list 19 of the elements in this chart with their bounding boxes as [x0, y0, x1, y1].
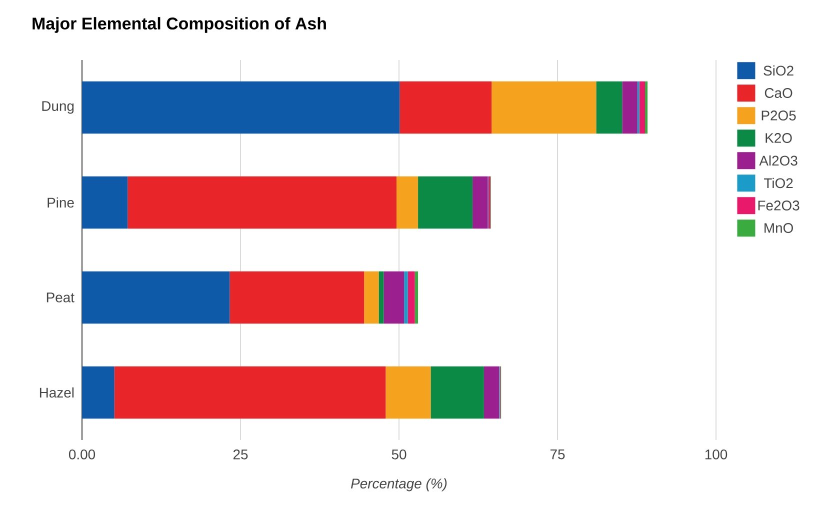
- x-tick-label: 25: [233, 450, 248, 460]
- y-tick-label: Peat: [46, 292, 74, 302]
- y-tick-label: Pine: [48, 197, 74, 208]
- x-tick-label: 50: [392, 450, 406, 460]
- x-tick-label: 0.00: [68, 450, 96, 460]
- legend-label: Fe2O3: [758, 200, 800, 210]
- x-tick-label: 75: [550, 450, 565, 460]
- legend-label: CaO: [764, 88, 792, 98]
- legend-label: SiO2: [764, 65, 794, 76]
- legend-label: MnO: [764, 223, 793, 233]
- y-tick-label: Dung: [42, 101, 74, 114]
- legend-label: P2O5: [762, 110, 796, 120]
- legend-label: K2O: [766, 133, 792, 143]
- legend-label: Al2O3: [759, 155, 798, 166]
- x-axis-title: Percentage (%): [350, 478, 447, 492]
- chart-title: Major Elemental Composition of Ash: [32, 17, 326, 33]
- x-tick-label: 100: [705, 450, 728, 460]
- legend-label: TiO2: [764, 178, 793, 188]
- y-tick-label: Hazel: [40, 387, 74, 398]
